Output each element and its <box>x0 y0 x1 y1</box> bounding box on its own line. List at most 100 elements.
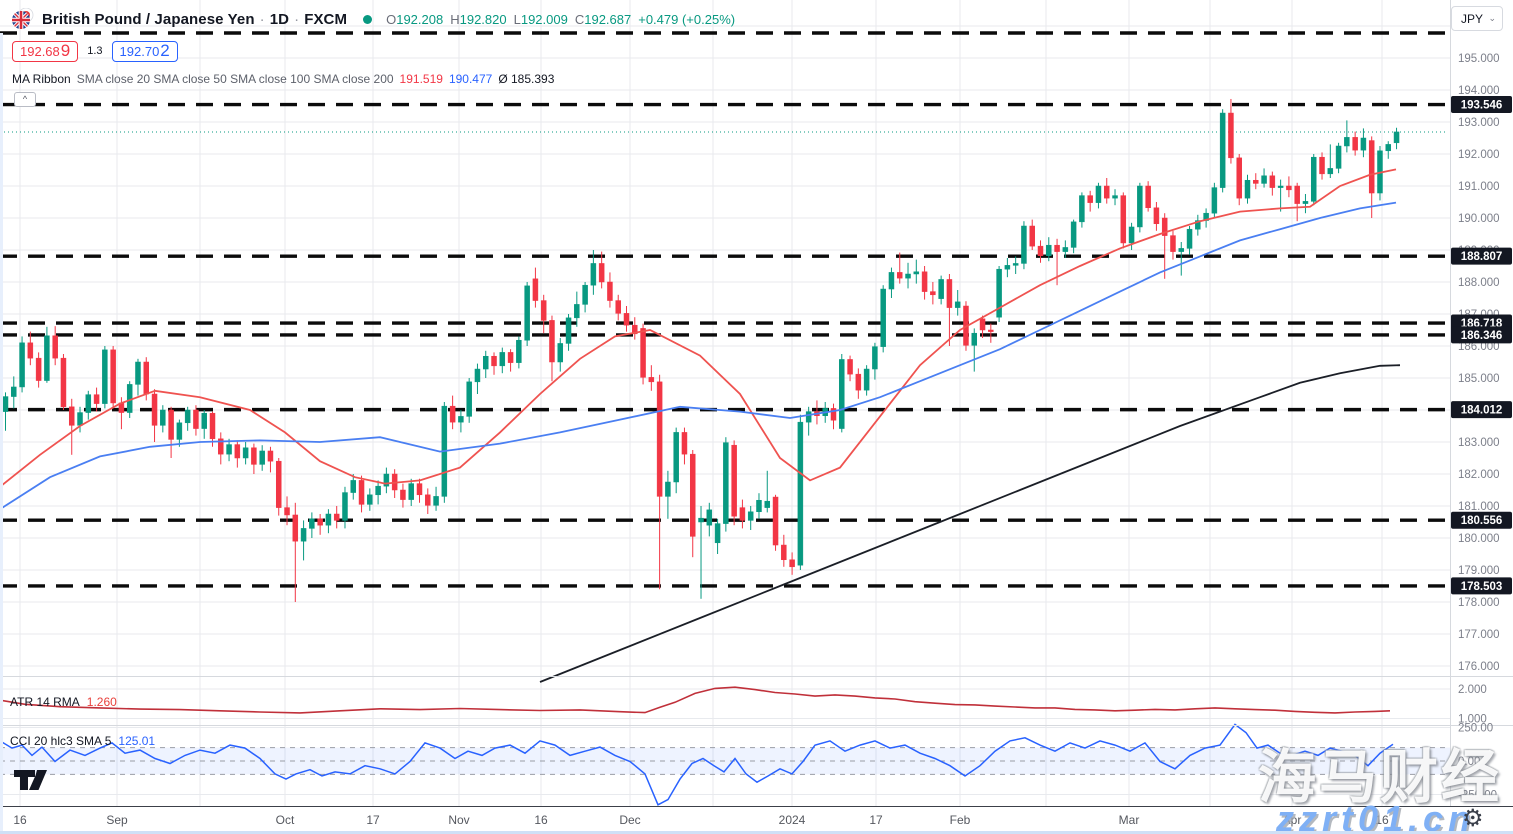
svg-text:Apr: Apr <box>1283 813 1302 827</box>
ma-line-sma20 <box>0 168 1397 488</box>
atr-value: 1.260 <box>86 695 117 709</box>
buy-ask-button[interactable]: 192.70 2 <box>111 40 178 62</box>
left-edge-strip <box>0 33 3 834</box>
chevron-up-icon: ^ <box>22 94 28 104</box>
svg-text:182.000: 182.000 <box>1458 469 1500 481</box>
svg-text:180.000: 180.000 <box>1458 533 1500 545</box>
svg-text:186.346: 186.346 <box>1461 330 1503 342</box>
svg-text:Sep: Sep <box>106 813 128 827</box>
price-scale-currency-dropdown[interactable]: JPY ⌄ <box>1451 6 1503 31</box>
quote-row: 192.68 9 1.3 192.70 2 <box>12 39 735 63</box>
ask-price: 192.70 <box>119 43 160 59</box>
cci-pane-area[interactable] <box>0 726 1450 807</box>
svg-text:179.000: 179.000 <box>1458 565 1500 577</box>
svg-text:Feb: Feb <box>950 813 971 827</box>
ohlc-readout: O192.208 H192.820 L192.009 C192.687 +0.4… <box>386 12 735 27</box>
svg-text:17: 17 <box>366 813 380 827</box>
ma-line-sma200 <box>539 364 1401 683</box>
atr-line <box>0 686 1391 714</box>
time-axis[interactable]: 16 Sep Oct 17 Nov 16 Dec 2024 17 Feb Mar Apr 16 <box>13 813 1389 827</box>
exchange: FXCM <box>304 10 348 28</box>
sma-average-value: Ø 185.393 <box>498 72 555 86</box>
svg-text:185.000: 185.000 <box>1458 373 1500 385</box>
symbol-title: British Pound / Japanese Yen · 1D · FXCM <box>42 11 347 28</box>
chart-plot-area[interactable] <box>0 0 1450 677</box>
cci-label: CCI 20 hlc3 SMA 5 <box>10 734 112 748</box>
open-label: O <box>386 11 397 27</box>
open-value: 192.208 <box>396 11 444 27</box>
chevron-down-icon: ⌄ <box>1488 13 1496 23</box>
bid-price: 192.68 <box>20 43 60 59</box>
separator-dot: · <box>259 10 265 28</box>
svg-text:183.000: 183.000 <box>1458 437 1500 449</box>
svg-text:16: 16 <box>1375 813 1389 827</box>
indicator-legend-ma-ribbon[interactable]: MA Ribbon SMA close 20 SMA close 50 SMA … <box>12 72 735 86</box>
atr-pane-area[interactable] <box>0 677 1450 726</box>
low-value: 192.009 <box>520 11 568 27</box>
svg-text:1.000: 1.000 <box>1458 714 1487 726</box>
svg-text:191.000: 191.000 <box>1458 181 1500 193</box>
candlestick-series <box>2 98 1400 602</box>
high-label: H <box>450 11 460 27</box>
svg-text:17: 17 <box>869 813 883 827</box>
bid-price-pips: 9 <box>60 40 71 60</box>
high-value: 192.820 <box>459 11 507 27</box>
svg-text:16: 16 <box>13 813 27 827</box>
svg-text:184.012: 184.012 <box>1461 405 1503 417</box>
sma20-value: 191.519 <box>399 72 443 86</box>
low-label: L <box>513 11 521 27</box>
svg-text:192.000: 192.000 <box>1458 149 1500 161</box>
currency-label: JPY <box>1461 11 1484 26</box>
svg-text:16: 16 <box>534 813 548 827</box>
spread-value: 1.3 <box>87 45 103 57</box>
price-level-badges: 193.546188.807186.718186.346184.012180.5… <box>1451 96 1512 595</box>
svg-text:2024: 2024 <box>779 813 806 827</box>
svg-text:193.000: 193.000 <box>1458 117 1500 129</box>
indicator-legend-cci[interactable]: CCI 20 hlc3 SMA 5 125.01 <box>10 734 155 748</box>
ma-line-sma50 <box>0 201 1397 510</box>
market-status-dot <box>363 14 373 24</box>
close-value: 192.687 <box>584 11 632 27</box>
svg-text:Oct: Oct <box>276 813 295 827</box>
ask-price-pips: 2 <box>160 40 170 60</box>
svg-text:176.000: 176.000 <box>1458 661 1500 673</box>
indicator-legend-atr[interactable]: ATR 14 RMA 1.260 <box>10 695 117 709</box>
bottom-edge-strip <box>0 831 1513 834</box>
svg-text:Dec: Dec <box>619 813 640 827</box>
svg-text:Mar: Mar <box>1119 813 1140 827</box>
symbol-legend: British Pound / Japanese Yen · 1D · FXCM O19… <box>12 6 735 86</box>
svg-text:Nov: Nov <box>448 813 469 827</box>
indicator-name: MA Ribbon <box>12 72 71 86</box>
symbol-row[interactable]: British Pound / Japanese Yen · 1D · FXCM O19… <box>12 6 735 32</box>
atr-label: ATR 14 RMA <box>10 695 80 709</box>
svg-text:177.000: 177.000 <box>1458 629 1500 641</box>
svg-text:178.000: 178.000 <box>1458 597 1500 609</box>
pair-flag-icon <box>12 7 34 30</box>
change-value: +0.479 (+0.25%) <box>638 11 736 27</box>
cci-line <box>0 723 1394 806</box>
svg-text:195.000: 195.000 <box>1458 53 1500 65</box>
svg-text:0.00: 0.00 <box>1458 756 1480 768</box>
sma50-value: 190.477 <box>448 72 493 86</box>
timeframe: 1D <box>269 10 290 28</box>
grid-lines <box>0 0 1450 806</box>
legend-collapse-button[interactable]: ^ <box>14 92 36 107</box>
svg-text:181.000: 181.000 <box>1458 501 1500 513</box>
svg-text:2.000: 2.000 <box>1458 684 1487 696</box>
svg-text:194.000: 194.000 <box>1458 85 1500 97</box>
svg-text:178.503: 178.503 <box>1461 581 1503 593</box>
svg-text:250.00: 250.00 <box>1458 723 1493 735</box>
svg-text:188.807: 188.807 <box>1461 251 1503 263</box>
svg-text:193.546: 193.546 <box>1461 100 1503 112</box>
price-scale[interactable]: 195.000 194.000 193.000 192.000 191.000 190.0… <box>1458 53 1500 802</box>
svg-text:190.000: 190.000 <box>1458 213 1500 225</box>
cci-value: 125.01 <box>118 734 156 748</box>
svg-text:188.000: 188.000 <box>1458 277 1500 289</box>
horizontal-level-lines[interactable] <box>0 31 1448 588</box>
sell-bid-button[interactable]: 192.68 9 <box>12 40 79 62</box>
symbol-name: British Pound / Japanese Yen <box>42 10 255 28</box>
tradingview-logo[interactable] <box>13 769 51 791</box>
indicator-params: SMA close 20 SMA close 50 SMA close 100 … <box>76 72 394 86</box>
